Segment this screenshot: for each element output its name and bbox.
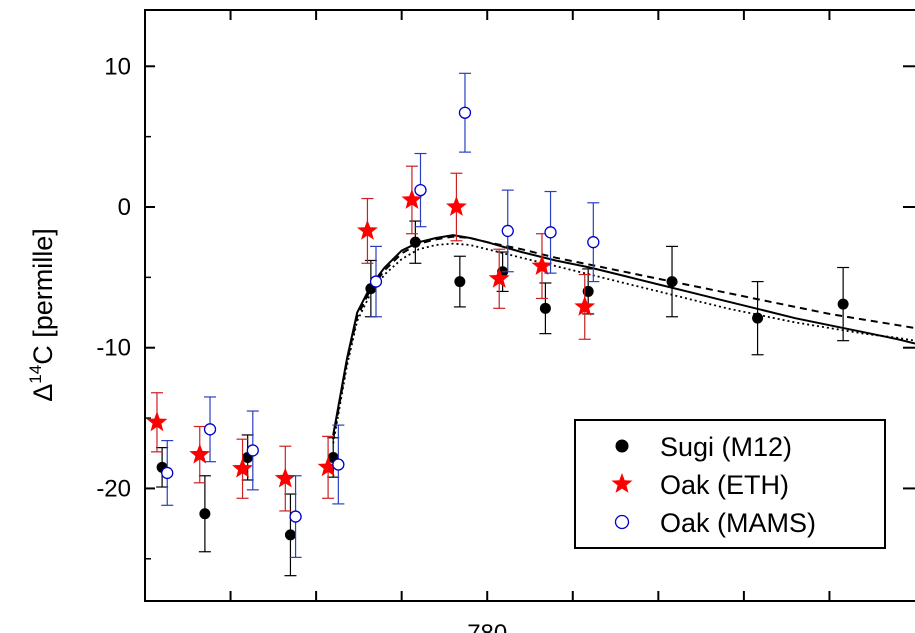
- series-2: [161, 72, 600, 558]
- data-point: [332, 458, 345, 471]
- data-point: [289, 510, 302, 523]
- legend-marker: [611, 473, 633, 493]
- data-point: [414, 183, 427, 197]
- y-tick-label: 0: [118, 194, 131, 221]
- data-point: [246, 444, 259, 457]
- data-point: [146, 411, 168, 432]
- model-curves: [332, 234, 915, 444]
- data-point: [582, 285, 594, 297]
- y-tick-marks: [145, 65, 915, 560]
- data-point: [666, 276, 678, 288]
- y-tick-label: -10: [96, 335, 131, 362]
- data-point: [317, 456, 339, 477]
- x-tick-label: 780: [467, 620, 507, 633]
- data-point: [284, 529, 296, 541]
- data-point: [544, 226, 557, 239]
- model-curve-solid: [332, 234, 915, 436]
- data-point: [458, 106, 472, 119]
- legend-label: Sugi (M12): [660, 432, 792, 462]
- tick-labels: 10 0 -10 -20 780: [96, 53, 507, 633]
- data-point: [409, 236, 421, 248]
- data-point: [446, 196, 467, 216]
- data-point: [587, 236, 600, 249]
- y-axis-label: Δ14C [permille]: [26, 228, 58, 402]
- legend: Sugi (M12) Oak (ETH) Oak (MAMS): [574, 419, 886, 549]
- legend-marker: [615, 439, 629, 453]
- data-point: [274, 467, 296, 488]
- data-point: [189, 443, 211, 464]
- data-point: [401, 189, 423, 209]
- y-tick-label: 10: [104, 53, 131, 80]
- data-point: [752, 312, 764, 324]
- axes: [144, 9, 915, 602]
- data-point: [488, 267, 510, 288]
- data-point: [574, 295, 596, 316]
- data-point: [357, 219, 378, 240]
- legend-label: Oak (MAMS): [660, 508, 816, 538]
- axis-frame: [144, 9, 915, 602]
- legend-label: Oak (ETH): [660, 470, 789, 500]
- data-point: [837, 298, 849, 310]
- model-curve-dashed: [332, 235, 915, 440]
- x-tick-marks: [229, 10, 831, 601]
- series-1: [146, 165, 596, 512]
- y-tick-label: -20: [96, 475, 131, 502]
- data-point: [501, 224, 514, 238]
- data-point: [161, 466, 174, 480]
- data-point: [539, 302, 551, 314]
- data-point: [454, 276, 466, 288]
- data-point: [203, 423, 217, 436]
- data-point: [232, 457, 253, 478]
- data-point: [531, 255, 553, 275]
- data-point: [199, 508, 211, 520]
- data-point: [369, 275, 383, 288]
- data-points: [146, 72, 850, 577]
- legend-marker: [614, 514, 630, 530]
- model-curve-dotted: [332, 242, 915, 444]
